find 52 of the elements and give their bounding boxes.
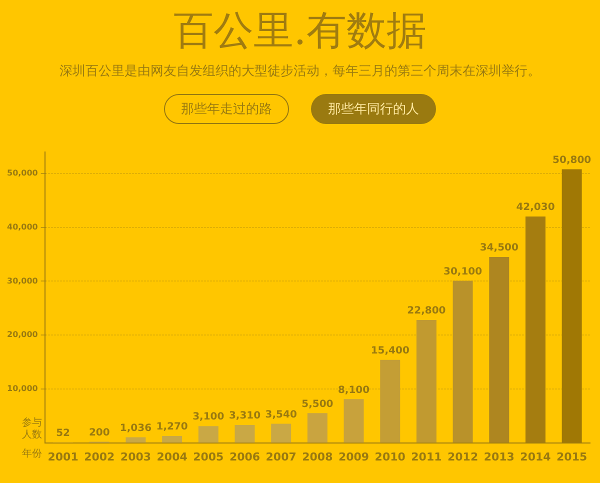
data-label: 50,800 (552, 154, 592, 166)
bar (380, 360, 400, 443)
data-label: 3,540 (265, 409, 297, 420)
data-label: 30,100 (444, 266, 482, 278)
x-axis-title: 年份 (22, 447, 42, 460)
x-tick-label: 2013 (484, 450, 514, 464)
x-tick-label: 2011 (411, 450, 442, 464)
bar (307, 413, 328, 443)
x-tick-label: 2005 (193, 450, 224, 464)
data-label: 22,800 (407, 306, 446, 317)
bar (416, 320, 436, 443)
text: 那些年同行的人 (311, 94, 436, 124)
x-tick-label: 2009 (338, 450, 370, 464)
data-label: 3,310 (228, 410, 261, 422)
data-label: 15,400 (370, 345, 410, 356)
data-label: 200 (88, 427, 110, 438)
x-tick-label: 2004 (156, 450, 188, 464)
bar (234, 424, 255, 443)
data-label: 42,030 (516, 202, 555, 214)
chart-subtitle: 深圳百公里是由网友自发组织的大型徒步活动，每年三月的第三个周末在深圳举行。 (58, 63, 542, 80)
x-tick-label: 2001 (48, 450, 78, 464)
bar (198, 426, 218, 443)
y-tick-label: 50,000 (6, 168, 38, 178)
data-label: 52 (56, 428, 70, 440)
y-tick-label: 20,000 (6, 330, 38, 340)
bar (489, 257, 510, 443)
y-tick-label: 10,000 (6, 384, 38, 394)
x-tick-label: 2002 (84, 450, 115, 464)
x-tick-label: 2007 (266, 450, 296, 464)
y-tick-label: 30,000 (6, 276, 38, 286)
x-tick-label: 2012 (447, 450, 478, 464)
y-tick-label: 40,000 (6, 222, 38, 232)
bar (452, 280, 473, 443)
data-label: 5,500 (302, 398, 334, 410)
x-tick-label: 2014 (520, 450, 552, 464)
y-axis-title: 参与人数 (22, 416, 42, 440)
chart-title: 百公里.有数据 (172, 7, 428, 56)
data-label: 3,100 (192, 412, 224, 423)
x-tick-label: 2015 (556, 450, 588, 464)
bar (271, 424, 292, 443)
x-tick-label: 2003 (120, 450, 152, 464)
bar (162, 436, 182, 443)
data-label: 1,270 (156, 422, 188, 433)
x-tick-label: 2010 (374, 450, 406, 464)
x-tick-label: 2008 (302, 450, 333, 464)
data-label: 34,500 (480, 242, 518, 254)
data-label: 1,036 (120, 422, 152, 434)
data-label: 8,100 (338, 384, 370, 396)
x-tick-label: 2006 (229, 450, 260, 464)
text: 那些年走过的路 (164, 94, 289, 124)
bar (126, 437, 146, 443)
bar (344, 399, 364, 443)
